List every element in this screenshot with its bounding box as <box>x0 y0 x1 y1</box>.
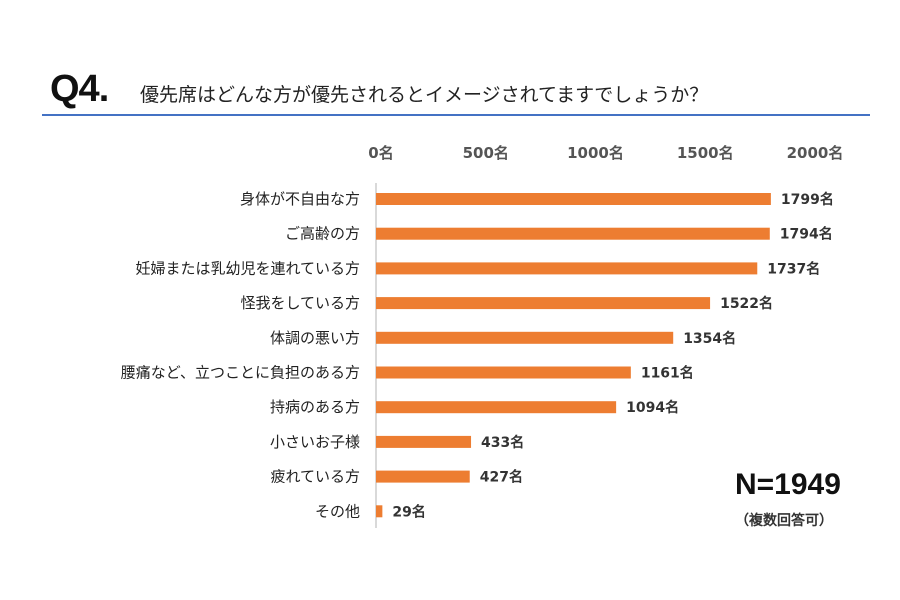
data-label: 1794名 <box>780 226 833 243</box>
x-tick-label: 500名 <box>463 144 509 162</box>
data-label: 1094名 <box>626 399 679 416</box>
category-label: 小さいお子様 <box>270 433 360 451</box>
x-tick-label: 0名 <box>368 144 393 162</box>
data-label: 427名 <box>480 469 523 486</box>
x-tick-label: 2000名 <box>787 144 844 162</box>
category-label: その他 <box>315 502 360 520</box>
x-tick-label: 1000名 <box>567 144 624 162</box>
category-label: 妊婦または乳幼児を連れている方 <box>135 259 360 277</box>
chart-title: 優先席はどんな方が優先されるとイメージされてますでしょうか？ <box>140 84 709 106</box>
bar <box>376 401 617 414</box>
category-label: 身体が不自由な方 <box>240 190 360 208</box>
question-number: Q4. <box>50 68 109 110</box>
category-label: 疲れている方 <box>270 468 360 486</box>
data-label: 1354名 <box>683 330 736 347</box>
data-label: 29名 <box>392 503 425 520</box>
data-label: 1161名 <box>641 365 694 382</box>
category-label: 持病のある方 <box>270 398 360 416</box>
category-label: 怪我をしている方 <box>240 294 360 312</box>
bar <box>376 262 758 275</box>
bar <box>376 435 472 448</box>
bar <box>376 331 674 344</box>
data-label: 1799名 <box>781 191 834 208</box>
sample-size: N=1949 <box>735 468 841 501</box>
title-divider <box>42 114 870 116</box>
bar <box>376 505 383 518</box>
bar <box>376 193 771 205</box>
category-label: 腰痛など、立つことに負担のある方 <box>121 364 360 382</box>
category-label: 体調の悪い方 <box>270 329 360 347</box>
data-label: 433名 <box>481 434 524 451</box>
category-label: ご高齢の方 <box>285 225 360 243</box>
bar <box>376 227 770 240</box>
bar <box>376 366 631 379</box>
multiple-answer-note: （複数回答可） <box>735 513 833 529</box>
data-label: 1737名 <box>767 260 820 277</box>
x-tick-label: 1500名 <box>677 144 734 162</box>
bar <box>376 470 470 483</box>
bar <box>376 297 711 310</box>
data-label: 1522名 <box>720 295 773 312</box>
